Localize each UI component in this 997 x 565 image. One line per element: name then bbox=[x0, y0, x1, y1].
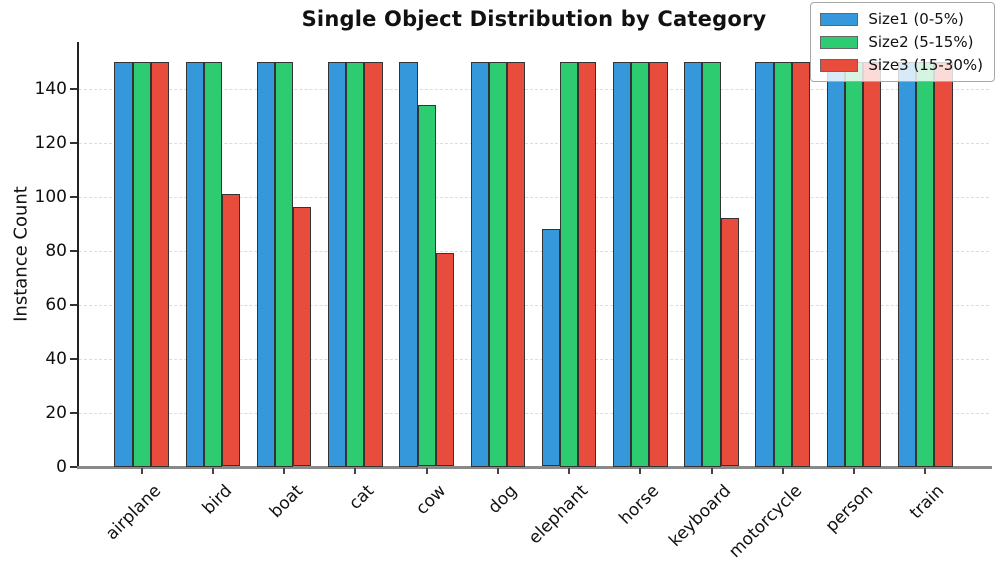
bar bbox=[755, 61, 774, 467]
x-axis-spine bbox=[77, 466, 992, 469]
bar bbox=[328, 61, 347, 467]
bar bbox=[506, 61, 526, 467]
y-tick-label: 140 bbox=[34, 78, 67, 99]
bar bbox=[293, 207, 312, 467]
y-tick-label: 120 bbox=[34, 132, 67, 153]
bar bbox=[203, 61, 223, 467]
x-tick-mark bbox=[496, 468, 499, 474]
bar bbox=[114, 61, 133, 467]
bar bbox=[826, 61, 845, 467]
legend-label: Size1 (0-5%) bbox=[868, 10, 964, 28]
x-tick-mark bbox=[710, 468, 713, 474]
x-tick-label: boat bbox=[266, 481, 308, 523]
y-tick-mark bbox=[70, 195, 77, 198]
y-tick-mark bbox=[70, 357, 77, 360]
x-tick-label: dog bbox=[484, 481, 521, 518]
x-tick-label: person bbox=[821, 481, 878, 537]
x-tick-label: keyboard bbox=[664, 481, 735, 551]
grid-line bbox=[79, 358, 989, 360]
x-tick-label: airplane bbox=[101, 481, 165, 545]
bar bbox=[275, 61, 294, 467]
y-tick-label: 80 bbox=[45, 240, 67, 261]
grid-line bbox=[79, 88, 989, 90]
bar bbox=[578, 61, 597, 467]
bar bbox=[488, 61, 507, 467]
y-tick-label: 100 bbox=[34, 186, 67, 207]
bar bbox=[916, 61, 935, 467]
grid-line bbox=[79, 250, 989, 252]
chart-title: Single Object Distribution by Category bbox=[301, 7, 767, 31]
bar bbox=[844, 61, 864, 467]
bar bbox=[684, 61, 703, 467]
bar bbox=[346, 61, 365, 467]
bar bbox=[649, 61, 668, 467]
y-tick-mark bbox=[70, 141, 77, 144]
bar bbox=[559, 61, 579, 467]
bar bbox=[631, 61, 650, 467]
x-tick-mark bbox=[354, 468, 357, 474]
y-tick-mark bbox=[70, 87, 77, 90]
bar bbox=[863, 61, 882, 467]
x-tick-mark bbox=[639, 468, 642, 474]
bar bbox=[150, 61, 169, 467]
y-tick-label: 0 bbox=[56, 456, 67, 477]
x-tick-mark bbox=[211, 468, 214, 474]
bar bbox=[470, 61, 489, 467]
x-tick-mark bbox=[568, 468, 571, 474]
bar bbox=[435, 253, 454, 467]
x-tick-label: horse bbox=[615, 481, 664, 529]
y-tick-mark bbox=[70, 303, 77, 306]
y-tick-mark bbox=[70, 411, 77, 414]
bar bbox=[364, 61, 383, 467]
y-axis-spine bbox=[77, 42, 79, 467]
y-tick-label: 40 bbox=[45, 348, 67, 369]
bar bbox=[897, 61, 917, 467]
y-tick-mark bbox=[70, 465, 77, 468]
bar bbox=[702, 61, 721, 467]
legend-entry: Size2 (5-15%) bbox=[820, 34, 983, 50]
legend-label: Size2 (5-15%) bbox=[868, 33, 974, 51]
bar bbox=[256, 61, 276, 467]
x-tick-mark bbox=[781, 468, 784, 474]
legend: Size1 (0-5%) Size2 (5-15%) Size3 (15-30%) bbox=[810, 2, 995, 82]
x-tick-label: elephant bbox=[524, 481, 593, 549]
bar bbox=[934, 61, 953, 467]
legend-swatch bbox=[820, 12, 859, 26]
x-tick-label: cat bbox=[345, 481, 379, 514]
grid-line bbox=[79, 304, 989, 306]
x-tick-mark bbox=[425, 468, 428, 474]
grid-line bbox=[79, 196, 989, 198]
bar bbox=[613, 61, 632, 467]
grid-line bbox=[79, 412, 989, 414]
x-tick-label: cow bbox=[411, 481, 450, 519]
x-tick-label: motorcycle bbox=[724, 481, 806, 563]
bar bbox=[791, 61, 811, 467]
bar bbox=[773, 61, 792, 467]
legend-label: Size3 (15-30%) bbox=[868, 56, 983, 74]
bar bbox=[417, 104, 436, 467]
bar bbox=[720, 218, 739, 467]
bar bbox=[541, 228, 560, 467]
legend-swatch bbox=[820, 58, 859, 72]
legend-entry: Size3 (15-30%) bbox=[820, 57, 983, 73]
y-tick-mark bbox=[70, 249, 77, 252]
bar bbox=[222, 193, 241, 467]
bar bbox=[185, 61, 204, 467]
x-tick-label: train bbox=[906, 481, 949, 524]
y-tick-label: 60 bbox=[45, 294, 67, 315]
x-tick-mark bbox=[924, 468, 927, 474]
x-tick-mark bbox=[853, 468, 855, 474]
bar bbox=[132, 61, 151, 467]
x-tick-label: bird bbox=[198, 481, 237, 519]
bar bbox=[399, 61, 418, 467]
x-tick-mark bbox=[140, 468, 143, 474]
legend-entry: Size1 (0-5%) bbox=[820, 11, 983, 27]
grid-line bbox=[79, 142, 989, 144]
legend-swatch bbox=[820, 35, 859, 49]
x-tick-mark bbox=[283, 468, 286, 474]
y-tick-label: 20 bbox=[45, 402, 67, 423]
